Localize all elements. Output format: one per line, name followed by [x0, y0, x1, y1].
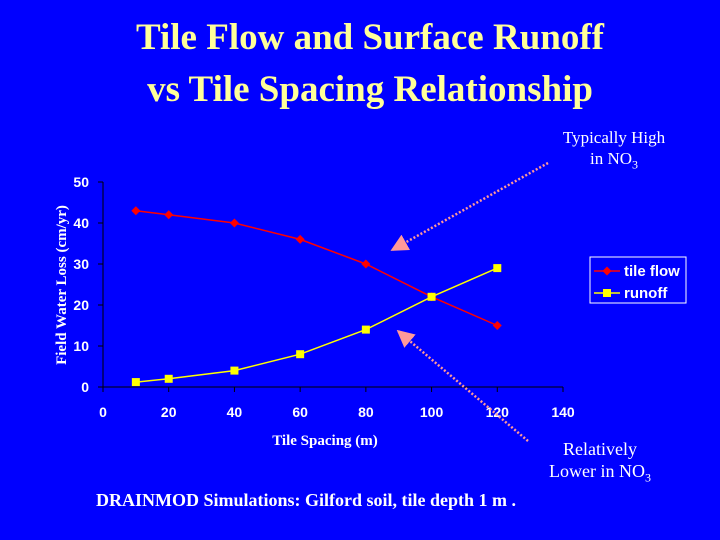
data-point-runoff [361, 325, 370, 334]
annotation-low-prefix: Lower in NO [549, 461, 645, 481]
x-tick-label: 60 [292, 404, 308, 420]
series-line-tile-flow [135, 209, 498, 327]
annotation-low-line-1: Relatively [563, 439, 637, 459]
legend-marker-diamond [602, 266, 612, 276]
y-tick-label: 50 [73, 174, 89, 190]
series-line-runoff [135, 267, 498, 383]
annotation-relatively-lower: Relatively Lower in NO3 [538, 438, 662, 489]
x-tick-label: 100 [420, 404, 444, 420]
y-tick-label: 0 [81, 379, 89, 395]
annotation-high-subscript: 3 [632, 157, 639, 172]
data-point-tile-flow [131, 206, 141, 216]
annotation-low-subscript: 3 [644, 470, 651, 485]
data-point-runoff [493, 264, 502, 273]
legend-label: runoff [624, 285, 668, 302]
arrow-to-runoff [396, 329, 529, 442]
x-tick-label: 140 [551, 404, 575, 420]
data-point-runoff [131, 378, 140, 387]
annotation-typically-high: Typically High in NO3 [548, 127, 680, 175]
data-point-tile-flow [295, 234, 305, 244]
y-tick-label: 40 [73, 215, 89, 231]
annotation-high-line-1: Typically High [562, 128, 666, 147]
legend-label: tile flow [624, 263, 680, 280]
data-point-tile-flow [361, 259, 371, 269]
annotation-high-line-2: in NO3 [548, 148, 680, 175]
chart-title-line-1: Tile Flow and Surface Runoff [135, 17, 604, 58]
y-tick-label: 10 [73, 338, 89, 354]
x-tick-label: 20 [161, 404, 177, 420]
y-tick-label: 30 [73, 256, 89, 272]
legend-marker-square [603, 289, 611, 297]
data-point-runoff [427, 292, 436, 301]
data-point-tile-flow [229, 218, 239, 228]
x-tick-label: 0 [99, 404, 107, 420]
y-tick-label: 20 [73, 297, 89, 313]
data-point-runoff [230, 366, 239, 375]
annotation-high-prefix: in NO [589, 149, 633, 168]
legend: tile flow runoff [589, 256, 687, 304]
data-point-runoff [296, 350, 305, 359]
x-tick-label: 80 [358, 404, 374, 420]
data-point-tile-flow [492, 321, 502, 330]
data-point-tile-flow [164, 210, 174, 220]
arrow-to-tile-flow [390, 161, 549, 252]
x-axis-label: Tile Spacing (m) [272, 433, 378, 449]
footer-caption: DRAINMOD Simulations: Gilford soil, tile… [96, 490, 517, 510]
x-tick-label: 40 [227, 404, 243, 420]
y-axis-label: Field Water Loss (cm/yr) [54, 205, 70, 365]
chart-title-line-2: vs Tile Spacing Relationship [147, 69, 593, 110]
x-tick-label: 120 [486, 404, 510, 420]
data-point-runoff [164, 374, 173, 383]
annotation-low-line-2: Lower in NO3 [538, 460, 662, 489]
